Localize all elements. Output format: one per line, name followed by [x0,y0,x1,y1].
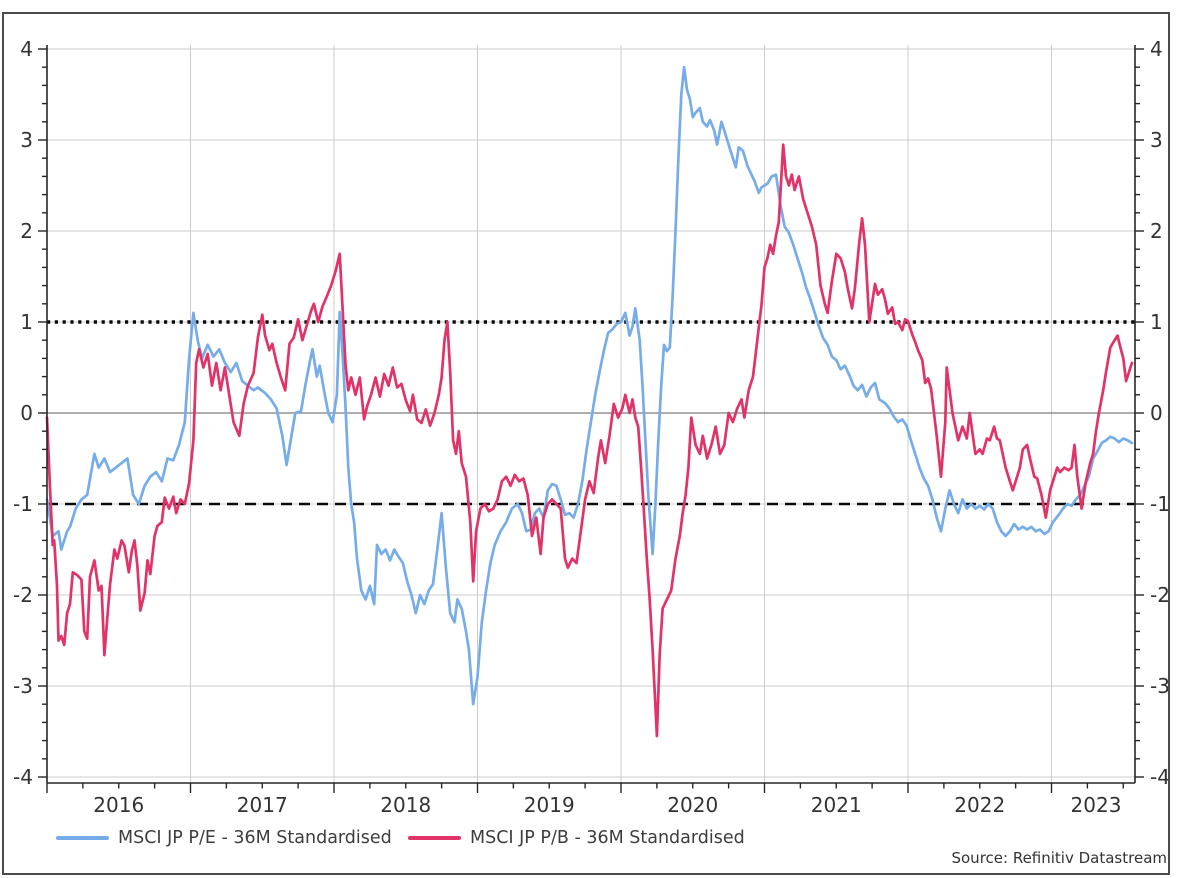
y-tick-label-right: 2 [1150,219,1163,243]
x-year-label: 2017 [237,793,288,817]
legend-item-pe: MSCI JP P/E - 36M Standardised [56,826,392,850]
y-tick-label-right: -2 [1150,583,1170,607]
y-tick-label-right: -3 [1150,674,1170,698]
y-tick-label-right: 3 [1150,128,1163,152]
legend-item-pb: MSCI JP P/B - 36M Standardised [408,826,745,850]
legend-label-pb: MSCI JP P/B - 36M Standardised [470,828,745,848]
y-tick-label-left: 2 [20,219,33,243]
source-note: Source: Refinitiv Datastream [951,849,1167,867]
pe-line-swatch [56,836,109,840]
y-tick-label-left: 0 [20,401,33,425]
pb-line-swatch [408,836,461,840]
y-tick-label-left: -4 [13,765,33,789]
y-tick-label-right: 1 [1150,310,1163,334]
y-tick-label-left: 3 [20,128,33,152]
x-year-label: 2016 [93,793,144,817]
pe-series-line [45,65,1134,706]
y-tick-label-right: -1 [1150,492,1170,516]
legend: MSCI JP P/E - 36M Standardised MSCI JP P… [0,826,1180,850]
y-tick-label-right: 4 [1150,37,1163,61]
x-year-label: 2019 [524,793,575,817]
y-tick-label-left: -3 [13,674,33,698]
pb-series-line [45,143,1134,738]
x-year-label: 2022 [954,793,1005,817]
y-tick-label-right: 0 [1150,401,1163,425]
x-year-label: 2018 [380,793,431,817]
y-tick-label-left: 4 [20,37,33,61]
y-tick-label-right: -4 [1150,765,1170,789]
x-year-label: 2021 [811,793,862,817]
x-year-label: 2023 [1071,793,1122,817]
y-tick-label-left: -2 [13,583,33,607]
x-year-label: 2020 [667,793,718,817]
y-tick-label-left: 1 [20,310,33,334]
legend-label-pe: MSCI JP P/E - 36M Standardised [118,828,392,848]
y-tick-label-left: -1 [13,492,33,516]
